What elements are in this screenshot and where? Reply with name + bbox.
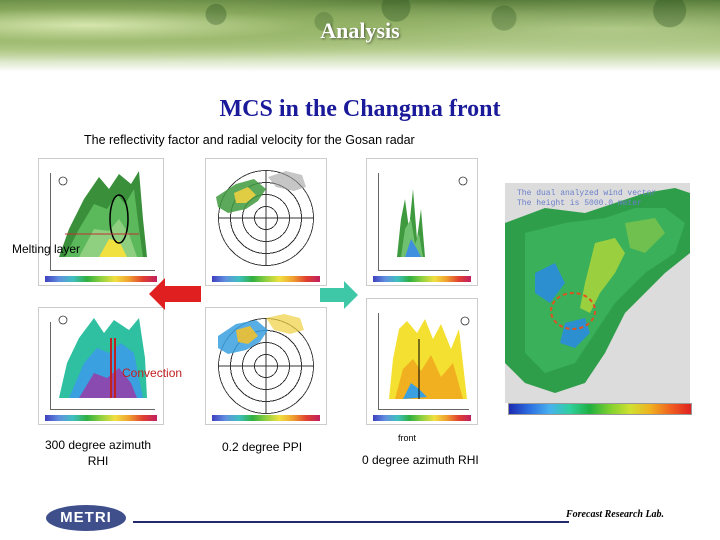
ppi-reflectivity-panel — [205, 158, 327, 286]
melting-layer-label: Melting layer — [12, 242, 81, 256]
wind-map-colorbar — [508, 403, 692, 415]
left-arrow-icon — [149, 278, 201, 310]
footer-lab-name: Forecast Research Lab. — [566, 509, 665, 520]
slide-subtitle: The reflectivity factor and radial veloc… — [84, 133, 415, 147]
rhi-reflectivity-plot — [58, 171, 147, 257]
rhi-300-caption: 300 degree azimuth RHI — [45, 438, 152, 468]
rhi-velocity-panel — [38, 307, 164, 425]
leaf-background — [0, 0, 720, 72]
ppi-velocity-plot — [218, 314, 304, 354]
ppi-velocity-panel — [205, 307, 327, 425]
footer-divider — [133, 521, 569, 523]
header-title: Analysis — [320, 18, 400, 43]
rhi-0-caption: 0 degree azimuth RHI — [362, 453, 479, 467]
wind-map-line1: The dual analyzed wind vector — [517, 189, 657, 198]
wind-map-line2: The height is 5000.0 meter — [517, 199, 642, 208]
front-label: front — [398, 433, 417, 443]
rhi-0-velocity-plot — [389, 316, 470, 399]
rhi-reflectivity-panel — [38, 158, 164, 286]
rhi-velocity-plot — [58, 315, 147, 398]
metri-logo: METRI — [46, 505, 126, 531]
rhi-0-reflectivity-plot — [397, 176, 468, 257]
rhi-0-reflectivity-panel — [366, 158, 478, 286]
wind-vector-plot — [505, 188, 690, 393]
rhi-0-velocity-panel — [366, 298, 478, 425]
ppi-caption: 0.2 degree PPI — [222, 440, 303, 454]
header-banner — [0, 0, 720, 72]
ppi-reflectivity-plot — [216, 171, 306, 213]
wind-vector-map: The dual analyzed wind vector The height… — [505, 183, 690, 403]
slide-title: MCS in the Changma front — [219, 96, 501, 122]
right-arrow-icon — [320, 281, 358, 309]
convection-label: Convection — [122, 366, 183, 380]
logo-text: METRI — [60, 509, 112, 526]
